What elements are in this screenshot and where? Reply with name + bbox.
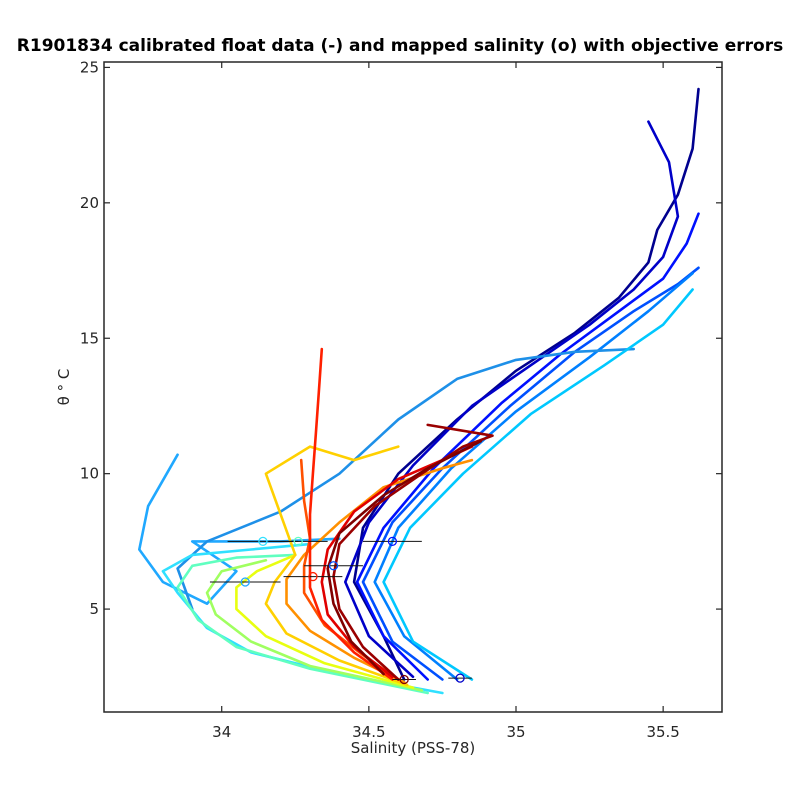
mapped-salinity-point-1 (399, 674, 409, 685)
series-line-19 (326, 439, 482, 676)
mapped-salinity-point-7 (387, 536, 398, 547)
axes-box (103, 61, 723, 713)
mapped-salinity-point-4 (293, 536, 303, 547)
series-line-4 (361, 266, 700, 681)
series-line-13 (264, 445, 409, 687)
y-tick-label: 10 (80, 465, 99, 483)
y-axis: 5 10 15 20 25 (80, 58, 722, 618)
series-line-10 (176, 553, 429, 695)
series-line-17 (320, 445, 474, 679)
x-tick-label: 35.5 (646, 723, 679, 741)
mapped-salinity-point-6 (308, 571, 318, 582)
series-line-8 (382, 288, 694, 681)
y-axis-label: θ ° C (55, 369, 73, 406)
mapped-salinity-point-3 (258, 536, 268, 547)
series-line-2 (344, 120, 680, 679)
mapped-salinity-point-8 (240, 577, 250, 587)
x-axis: 34 34.5 35 35.5 (212, 62, 680, 741)
series-line-5 (373, 272, 694, 681)
mapped-salinity-layer (209, 536, 472, 685)
series-line-12 (235, 553, 415, 689)
x-tick-label: 34 (212, 723, 231, 741)
y-tick-label: 15 (80, 329, 99, 347)
x-tick-label: 35 (506, 723, 525, 741)
series-line-18 (332, 423, 494, 681)
chart-title: R1901834 calibrated float data (-) and m… (17, 36, 783, 56)
y-tick-label: 20 (80, 194, 99, 212)
mapped-salinity-point-5 (328, 561, 339, 571)
series-layer (138, 87, 700, 695)
mapped-salinity-point-2 (455, 673, 465, 683)
x-tick-label: 34.5 (352, 723, 385, 741)
x-axis-label: Salinity (PSS-78) (351, 739, 476, 757)
y-tick-label: 25 (80, 58, 99, 76)
series-line-3 (355, 212, 700, 681)
series-line-11 (205, 559, 424, 692)
y-tick-label: 5 (89, 600, 99, 618)
series-line-16 (308, 347, 394, 681)
